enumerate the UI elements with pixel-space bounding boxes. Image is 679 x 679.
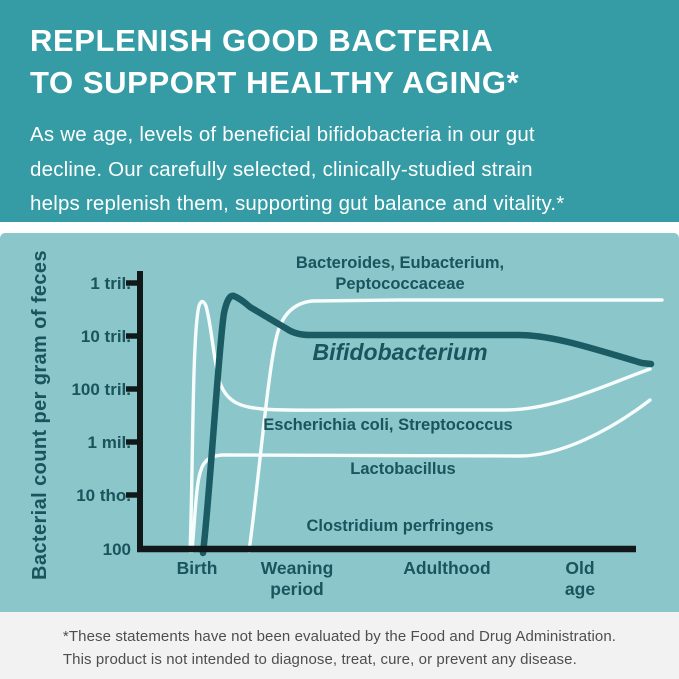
bacteroides-label-line2: Peptococcaceae xyxy=(335,275,464,293)
header-banner: REPLENISH GOOD BACTERIA TO SUPPORT HEALT… xyxy=(0,0,679,222)
footer-line-2: This product is not intended to diagnose… xyxy=(62,651,577,668)
lactobacillus-label: Lactobacillus xyxy=(350,460,455,478)
headline-line-2: TO SUPPORT HEALTHY AGING* xyxy=(30,65,520,100)
footer-disclaimer-text: *These statements have not been evaluate… xyxy=(63,625,616,671)
bifidobacterium-curve xyxy=(199,292,655,557)
y-axis-ticks xyxy=(126,280,142,498)
y-axis xyxy=(126,271,143,549)
xtick-weaning-line1: Weaning xyxy=(261,558,334,578)
bacteria-age-chart: 1 tril. 10 tril. 100 tril. 1 mil. 10 tho… xyxy=(29,250,664,599)
xtick-birth: Birth xyxy=(177,558,218,578)
body-copy-line-3: helps replenish them, supporting gut bal… xyxy=(30,192,565,215)
body-copy-line-2: decline. Our carefully selected, clinica… xyxy=(30,157,533,181)
bacteroides-curve xyxy=(247,298,664,553)
chart-panel: 1 tril. 10 tril. 100 tril. 1 mil. 10 tho… xyxy=(0,233,679,612)
header-body-copy: As we age, levels of beneficial bifidoba… xyxy=(30,118,649,222)
white-divider xyxy=(0,222,679,233)
footer-disclaimer: *These statements have not been evaluate… xyxy=(0,612,679,679)
ytick-10-tril: 10 tril. xyxy=(81,327,131,346)
xtick-old-age-line1: Old xyxy=(565,558,594,578)
bacteroides-label-line1: Bacteroides, Eubacterium, xyxy=(296,254,504,272)
ytick-100-tril: 100 tril. xyxy=(71,380,131,399)
footer-line-1: *These statements have not been evaluate… xyxy=(62,628,617,645)
ytick-10-tho: 10 tho. xyxy=(76,486,131,505)
xtick-old-age-line2: age xyxy=(565,579,595,599)
ytick-100: 100 xyxy=(103,540,131,559)
ytick-1-tril: 1 tril. xyxy=(90,274,131,293)
ytick-1-mil: 1 mil. xyxy=(88,433,131,452)
y-axis-title: Bacterial count per gram of feces xyxy=(29,250,51,580)
bifidobacterium-label: Bifidobacterium xyxy=(312,339,487,365)
clostridium-label: Clostridium perfringens xyxy=(306,517,493,535)
xtick-adulthood: Adulthood xyxy=(403,558,490,578)
headline-line-1: REPLENISH GOOD BACTERIA xyxy=(30,23,494,58)
xtick-weaning-line2: period xyxy=(270,579,323,599)
escherichia-coli-label: Escherichia coli, Streptococcus xyxy=(263,416,512,434)
body-copy-line-1: As we age, levels of beneficial bifidoba… xyxy=(30,123,535,146)
